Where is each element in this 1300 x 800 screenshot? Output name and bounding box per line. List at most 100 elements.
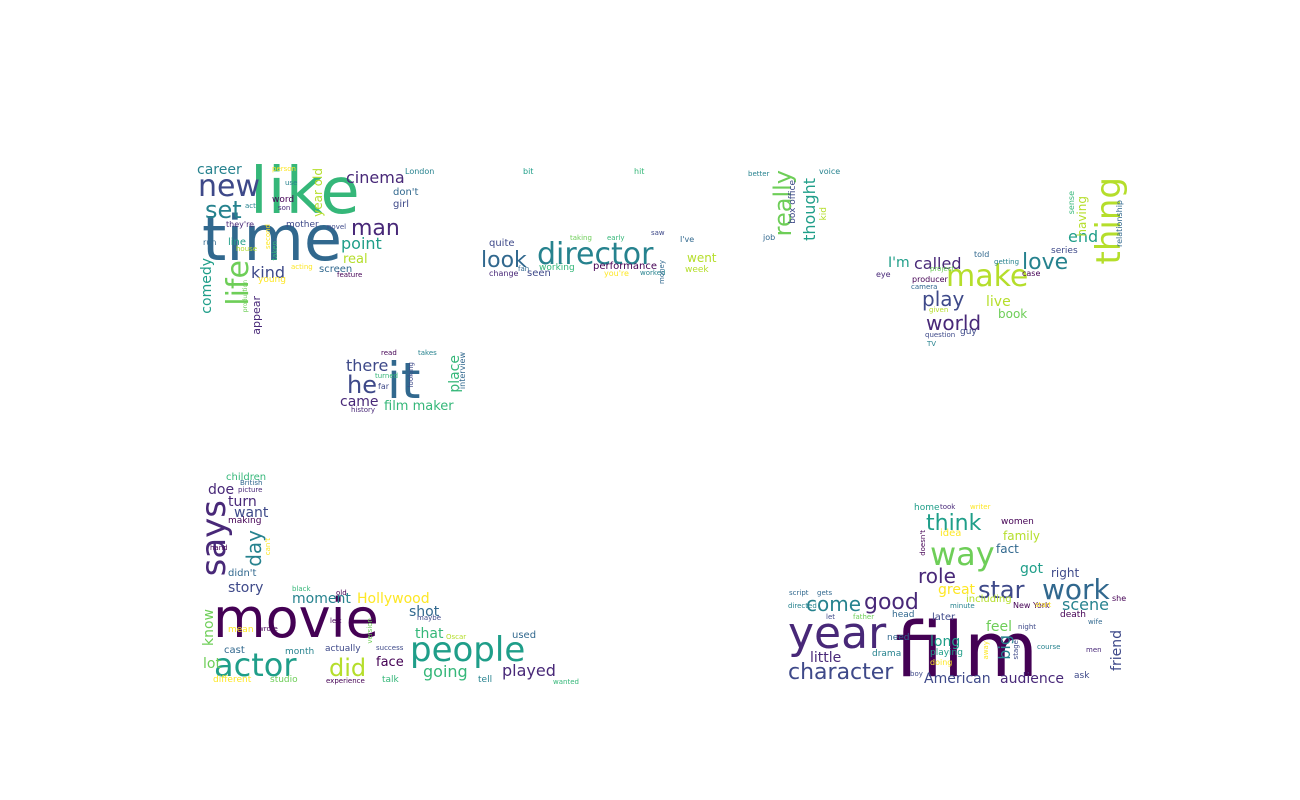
cloud-word: real [343, 252, 368, 267]
cloud-word: doe [208, 482, 235, 498]
cloud-word: better [748, 170, 770, 178]
cloud-word: tell [478, 675, 493, 685]
cloud-word: I'm [888, 255, 910, 271]
cloud-word: house [236, 245, 258, 253]
cloud-word: time [202, 202, 343, 275]
cloud-word: job [763, 233, 776, 242]
cloud-word: American [924, 671, 991, 687]
cloud-word: relationship [1115, 200, 1124, 248]
cloud-word: case [1022, 269, 1041, 278]
cloud-word: long [930, 634, 961, 650]
cloud-word: boy [910, 670, 923, 678]
cloud-word: face [376, 655, 404, 670]
cloud-word: talk [382, 675, 399, 685]
cloud-word: big [995, 635, 1014, 660]
cloud-word: person [272, 165, 296, 173]
cloud-word: can't [264, 538, 272, 556]
cloud-word: he [347, 371, 377, 399]
cloud-word: took [940, 503, 956, 511]
cloud-word: ask [1074, 671, 1090, 681]
cloud-word: used [512, 630, 537, 641]
cloud-word: hit [634, 167, 645, 176]
cloud-word: read [381, 349, 397, 357]
cloud-word: takes [418, 349, 437, 357]
cloud-word: different [213, 675, 252, 685]
cloud-word: writer [970, 503, 991, 511]
cloud-word: man [351, 216, 400, 241]
cloud-word: love [1022, 250, 1069, 275]
cloud-word: cast [224, 645, 245, 656]
cloud-word: make [946, 259, 1029, 294]
cloud-word: producer [912, 275, 948, 284]
cloud-word: bit [523, 167, 534, 176]
cloud-word: like [250, 155, 360, 229]
cloud-word: play [922, 287, 965, 311]
cloud-word: says [194, 500, 234, 577]
cloud-word: away [982, 641, 990, 660]
cloud-word: month [285, 647, 315, 657]
cloud-word: getting [994, 258, 1020, 266]
cloud-word: people [410, 630, 526, 670]
cloud-word: old [336, 589, 347, 597]
cloud-word: called [914, 254, 962, 273]
cloud-word: seen [527, 268, 551, 279]
cloud-word: there [346, 356, 389, 375]
cloud-word: wanted [553, 678, 579, 686]
cloud-word: interview [458, 352, 467, 390]
cloud-word: work [1042, 573, 1110, 606]
cloud-word: comedy [199, 258, 215, 314]
cloud-word: night [1018, 623, 1037, 631]
cloud-word: doing [930, 658, 953, 667]
cloud-word: directed [788, 602, 817, 610]
cloud-word: book [998, 307, 1028, 321]
cloud-word: script [789, 589, 809, 597]
cloud-word: version [366, 618, 374, 644]
cloud-word: thought [800, 178, 819, 241]
cloud-word: production [242, 280, 249, 313]
cloud-word: right [1051, 566, 1080, 580]
cloud-word: women [1001, 517, 1034, 527]
cloud-word: guy [960, 327, 977, 337]
cloud-word: cinema [346, 168, 405, 187]
cloud-word: having [1075, 196, 1089, 237]
cloud-word: later [932, 612, 956, 623]
cloud-word: taken [271, 241, 279, 261]
cloud-word: want [234, 505, 269, 521]
cloud-word: hand [210, 544, 228, 552]
cloud-word: told [974, 250, 990, 259]
cloud-word: going [423, 662, 468, 681]
cloud-word: think [926, 511, 982, 536]
cloud-word: act [245, 202, 256, 210]
cloud-word: little [810, 650, 842, 666]
cloud-word: picture [238, 486, 263, 494]
cloud-word: early [607, 234, 625, 242]
cloud-word: change [489, 269, 519, 278]
cloud-word: minute [950, 602, 975, 610]
cloud-word: quite [489, 238, 515, 249]
cloud-word: doesn't [919, 530, 927, 556]
cloud-word: including [966, 594, 1012, 605]
cloud-word: studio [270, 675, 298, 685]
cloud-word: wife [1088, 618, 1103, 626]
cloud-word: young [258, 275, 286, 285]
cloud-word: worked [640, 269, 666, 277]
cloud-word: new [198, 169, 261, 204]
cloud-word: project [930, 265, 955, 273]
cloud-word: feature [337, 271, 363, 279]
cloud-word: live [986, 294, 1011, 310]
cloud-word: Hollywood [357, 591, 430, 607]
cloud-word: film maker [384, 399, 454, 414]
cloud-word: making [228, 516, 262, 526]
cloud-word: girl [393, 199, 410, 210]
cloud-word: performance [593, 261, 658, 272]
cloud-word: family [1003, 529, 1041, 543]
cloud-word: given [929, 306, 949, 314]
cloud-word: experience [326, 677, 365, 685]
cloud-word: box office [788, 180, 798, 224]
cloud-word: friend [1109, 630, 1125, 671]
cloud-word: Oscar [446, 633, 467, 641]
cloud-word: history [351, 406, 376, 414]
cloud-word: role [918, 564, 956, 588]
cloud-word: story [228, 580, 264, 596]
cloud-word: year old [311, 168, 325, 217]
